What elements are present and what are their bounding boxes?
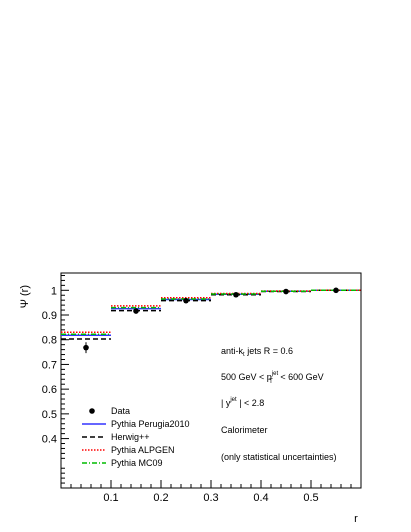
x-tick-label: 0.3 <box>203 492 218 504</box>
y-tick-label: 0.7 <box>42 359 57 371</box>
legend-data-label: Data <box>111 406 130 416</box>
y-tick-label: 0.8 <box>42 335 57 347</box>
annotation-jet-algorithm: anti-kt jets R = 0.6 <box>221 346 293 358</box>
legend-series-label: Herwig++ <box>111 432 150 442</box>
annotation-y-text: | y <box>221 398 231 408</box>
annotation-calorimeter: Calorimeter <box>221 425 268 435</box>
x-axis-label: r <box>354 513 358 525</box>
annotation-pt-text: 500 GeV < p <box>221 372 272 382</box>
series-pythia-alpgen <box>61 289 361 334</box>
y-tick-label: 0.9 <box>42 310 57 322</box>
legend-data-marker <box>89 408 95 414</box>
mc-series <box>61 289 361 340</box>
x-tick-label: 0.1 <box>103 492 118 504</box>
annotations: anti-kt jets R = 0.6 500 GeV < pjet T < 6… <box>221 346 337 462</box>
annotation-pt-rest: < 600 GeV <box>278 372 324 382</box>
data-points <box>83 287 339 354</box>
annotation-jets-subscript: t <box>243 352 245 358</box>
annotation-pt-range: 500 GeV < pjet T < 600 GeV <box>221 371 324 385</box>
x-tick-label: 0.5 <box>303 492 318 504</box>
y-axis-label: Ψ (r) <box>19 285 31 308</box>
data-point <box>183 297 189 304</box>
data-point <box>233 291 239 298</box>
legend: Data Pythia Perugia2010 Herwig++ Pythia ALP… <box>82 406 190 468</box>
data-point <box>283 288 289 295</box>
annotation-pt-subscript: T <box>269 379 273 385</box>
legend-series-label: Pythia Perugia2010 <box>111 419 190 429</box>
annotation-jets-text: anti-k <box>221 346 244 356</box>
annotation-jets-rest: jets R = 0.6 <box>245 346 293 356</box>
annotation-uncertainties: (only statistical uncertainties) <box>221 452 337 462</box>
annotation-pt-superscript: jet <box>271 371 279 377</box>
x-tick-label: 0.4 <box>253 492 268 504</box>
series-pythia-mc09 <box>61 289 361 336</box>
y-tick-label: 0.6 <box>42 384 57 396</box>
y-tick-label: 0.5 <box>42 409 57 421</box>
annotation-y-rest: | < 2.8 <box>237 398 265 408</box>
annotation-rapidity: | yjet | < 2.8 <box>221 397 264 408</box>
series-pythia-perugia2010 <box>61 289 361 337</box>
axis-ticks: 0.1 0.2 0.3 0.4 0.5 0.4 0.5 0.6 0.7 0.8 0.9 1 <box>42 274 352 504</box>
data-point <box>333 287 339 294</box>
legend-series-label: Pythia ALPGEN <box>111 445 175 455</box>
data-point <box>83 344 89 351</box>
annotation-y-superscript: jet <box>229 397 237 403</box>
x-tick-label: 0.2 <box>153 492 168 504</box>
data-point <box>133 308 139 314</box>
y-tick-label: 0.4 <box>42 434 57 446</box>
legend-series-label: Pythia MC09 <box>111 458 163 468</box>
y-tick-label: 1 <box>51 285 57 297</box>
